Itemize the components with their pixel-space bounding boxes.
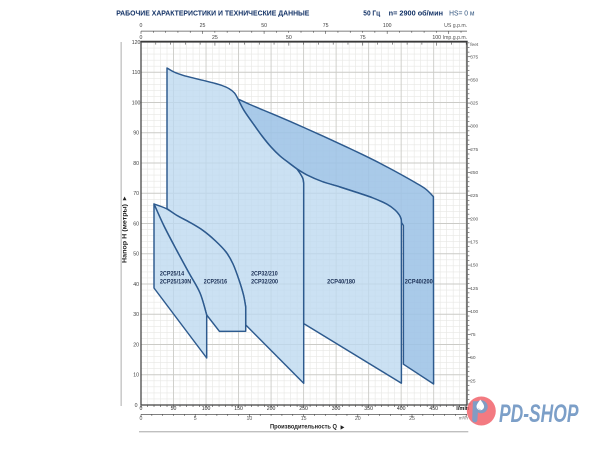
svg-text:2CP32/210: 2CP32/210 (251, 270, 278, 277)
svg-text:US g.p.m.: US g.p.m. (444, 23, 467, 29)
svg-text:250: 250 (470, 170, 478, 176)
svg-text:325: 325 (470, 101, 478, 107)
svg-text:20: 20 (133, 342, 139, 348)
svg-text:50: 50 (286, 35, 292, 41)
svg-text:100: 100 (202, 406, 211, 412)
svg-text:75: 75 (323, 23, 329, 29)
svg-text:100: 100 (470, 309, 478, 315)
svg-text:15: 15 (301, 416, 307, 422)
svg-text:20: 20 (355, 416, 361, 422)
svg-text:300: 300 (332, 406, 341, 412)
svg-text:m³/h: m³/h (459, 415, 469, 420)
svg-text:350: 350 (364, 406, 373, 412)
svg-text:375: 375 (470, 54, 478, 60)
svg-text:150: 150 (234, 406, 243, 412)
svg-text:40: 40 (133, 282, 139, 288)
svg-text:175: 175 (470, 239, 478, 245)
svg-text:200: 200 (470, 216, 478, 222)
svg-text:5: 5 (194, 416, 197, 422)
svg-text:275: 275 (470, 147, 478, 153)
svg-text:80: 80 (133, 161, 139, 167)
svg-text:n= 2900 об/мин: n= 2900 об/мин (389, 10, 443, 18)
svg-text:10: 10 (247, 416, 253, 422)
svg-text:feet: feet (470, 42, 479, 48)
svg-text:2CP25/14: 2CP25/14 (160, 270, 184, 277)
svg-text:100: 100 (432, 35, 441, 41)
svg-text:300: 300 (470, 124, 478, 130)
svg-text:350: 350 (470, 77, 478, 83)
svg-text:2CP40/180: 2CP40/180 (327, 279, 355, 286)
svg-text:2CP40/200: 2CP40/200 (405, 279, 433, 286)
svg-text:70: 70 (133, 191, 139, 197)
svg-text:25: 25 (200, 23, 206, 29)
svg-text:2CP25/16: 2CP25/16 (204, 279, 228, 286)
svg-text:25: 25 (212, 35, 218, 41)
svg-text:Напор H (метры): Напор H (метры) (121, 204, 128, 263)
svg-text:60: 60 (133, 221, 139, 227)
svg-text:0: 0 (135, 403, 138, 409)
svg-text:0: 0 (140, 406, 143, 412)
svg-text:PD-SHOP: PD-SHOP (499, 400, 579, 428)
svg-text:50: 50 (261, 23, 267, 29)
svg-text:0: 0 (140, 416, 143, 422)
svg-text:120: 120 (132, 40, 141, 46)
svg-text:2CP32/200: 2CP32/200 (251, 279, 278, 286)
svg-text:90: 90 (133, 131, 139, 137)
svg-text:100: 100 (383, 23, 392, 29)
svg-text:100: 100 (132, 100, 141, 106)
svg-text:0: 0 (140, 23, 143, 29)
svg-text:450: 450 (429, 406, 438, 412)
svg-text:75: 75 (470, 332, 476, 338)
svg-text:50 Гц: 50 Гц (363, 11, 381, 18)
svg-text:РАБОЧИЕ ХАРАКТЕРИСТИКИ И ТЕХНИ: РАБОЧИЕ ХАРАКТЕРИСТИКИ И ТЕХНИЧЕСКИЕ ДАН… (116, 11, 310, 18)
svg-text:200: 200 (267, 406, 276, 412)
svg-text:10: 10 (133, 373, 139, 379)
svg-text:0: 0 (140, 35, 143, 41)
svg-text:110: 110 (132, 70, 140, 76)
svg-text:400: 400 (397, 406, 406, 412)
svg-text:250: 250 (299, 406, 308, 412)
svg-text:50: 50 (470, 355, 476, 361)
svg-text:125: 125 (470, 286, 478, 292)
svg-text:30: 30 (133, 312, 139, 318)
svg-text:l/min: l/min (456, 406, 470, 412)
svg-text:225: 225 (470, 193, 478, 199)
svg-text:25: 25 (409, 416, 415, 422)
svg-text:50: 50 (133, 252, 139, 258)
svg-text:2CP25/130N: 2CP25/130N (160, 279, 191, 286)
svg-text:HS= 0 м: HS= 0 м (449, 11, 475, 18)
svg-text:150: 150 (470, 263, 478, 269)
svg-text:25: 25 (470, 378, 476, 384)
svg-text:Imp.g.p.m.: Imp.g.p.m. (443, 35, 468, 41)
svg-text:Производительность Q: Производительность Q (270, 424, 337, 431)
svg-text:50: 50 (171, 406, 177, 412)
svg-text:75: 75 (360, 35, 366, 41)
